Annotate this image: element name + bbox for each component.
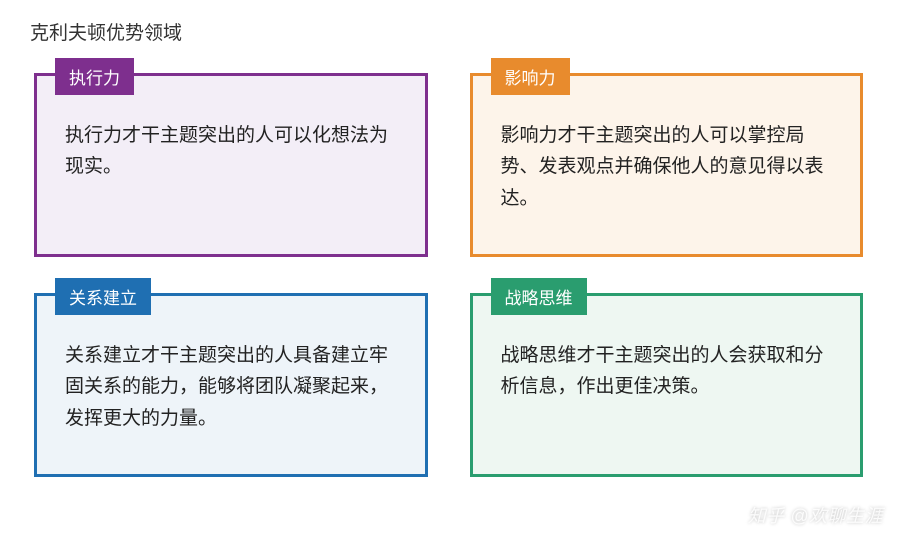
desc-relationship: 关系建立才干主题突出的人具备建立牢固关系的能力，能够将团队凝聚起来，发挥更大的力… (65, 340, 397, 434)
tag-influencing: 影响力 (491, 58, 570, 95)
card-strategic: 战略思维 战略思维才干主题突出的人会获取和分析信息，作出更佳决策。 (470, 293, 864, 477)
watermark-text: 知乎 @欢聊生涯 (748, 502, 883, 528)
domain-grid: 执行力 执行力才干主题突出的人可以化想法为现实。 影响力 影响力才干主题突出的人… (30, 73, 867, 477)
desc-strategic: 战略思维才干主题突出的人会获取和分析信息，作出更佳决策。 (501, 340, 833, 403)
desc-influencing: 影响力才干主题突出的人可以掌控局势、发表观点并确保他人的意见得以表达。 (501, 120, 833, 214)
tag-strategic: 战略思维 (491, 278, 587, 315)
desc-executing: 执行力才干主题突出的人可以化想法为现实。 (65, 120, 397, 183)
card-influencing: 影响力 影响力才干主题突出的人可以掌控局势、发表观点并确保他人的意见得以表达。 (470, 73, 864, 257)
card-executing: 执行力 执行力才干主题突出的人可以化想法为现实。 (34, 73, 428, 257)
page-title: 克利夫顿优势领域 (30, 18, 867, 45)
card-relationship: 关系建立 关系建立才干主题突出的人具备建立牢固关系的能力，能够将团队凝聚起来，发… (34, 293, 428, 477)
tag-relationship: 关系建立 (55, 278, 151, 315)
tag-executing: 执行力 (55, 58, 134, 95)
